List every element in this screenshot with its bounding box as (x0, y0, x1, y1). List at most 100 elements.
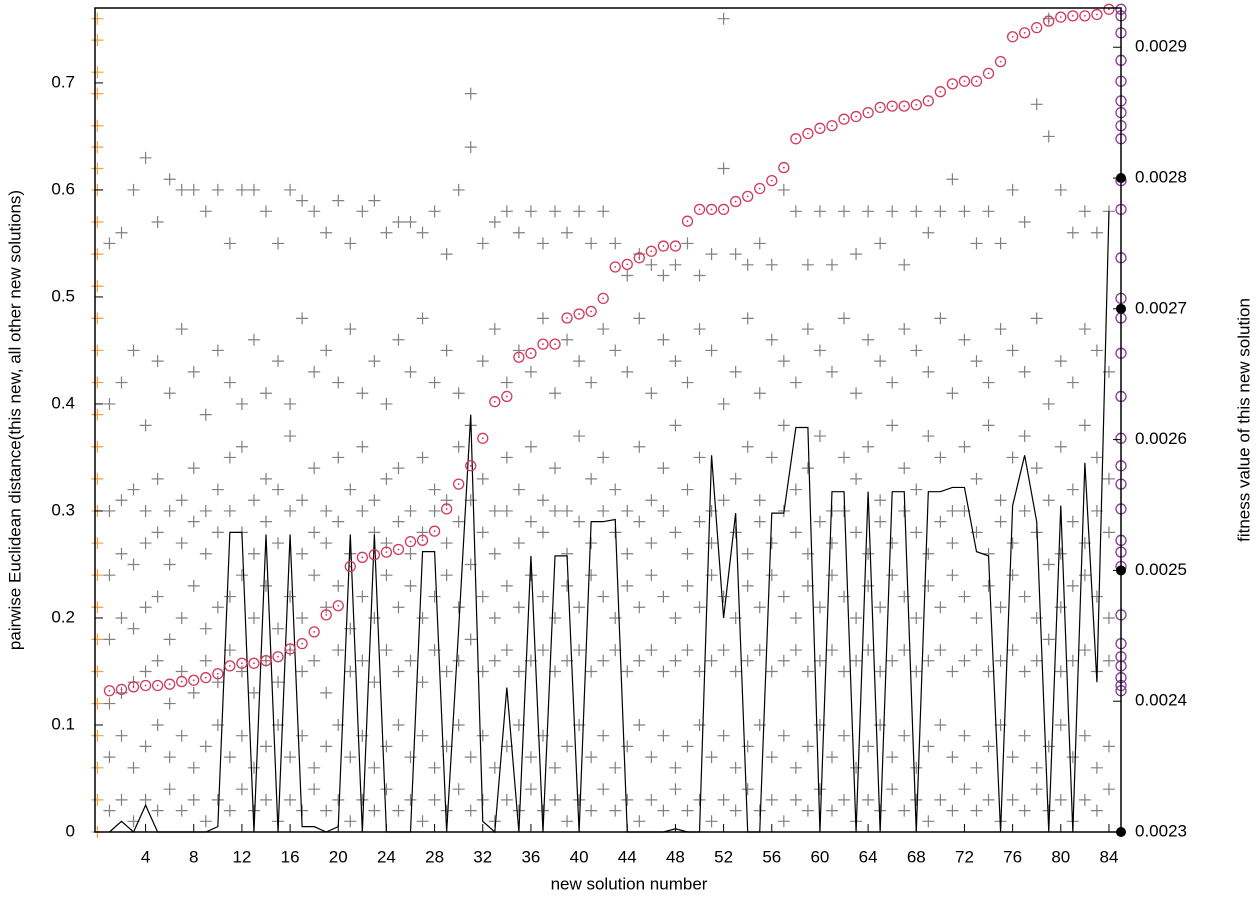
marker-part (843, 118, 845, 121)
plus-marker (946, 537, 959, 550)
fitness-marker (1055, 11, 1067, 23)
plus-marker (741, 258, 754, 271)
plus-marker (91, 633, 104, 646)
marker-part (453, 478, 465, 490)
y2-tick-label: 0.0028 (1135, 168, 1187, 187)
plus-marker (235, 183, 248, 196)
plus-marker (934, 601, 947, 614)
plus-marker (765, 451, 778, 464)
marker-part (927, 99, 930, 102)
plus-marker (1018, 804, 1031, 817)
plus-marker (609, 483, 622, 496)
plus-marker (175, 537, 188, 550)
plus-marker (717, 494, 730, 507)
plus-marker (272, 237, 285, 250)
plus-marker (825, 751, 838, 764)
plus-marker (633, 718, 646, 731)
plus-marker (139, 537, 152, 550)
plus-marker (452, 718, 465, 731)
plus-marker (235, 569, 248, 582)
plus-marker (825, 537, 838, 550)
plus-marker (211, 793, 224, 806)
plus-marker (549, 793, 562, 806)
plus-marker (633, 815, 646, 828)
plus-marker (344, 665, 357, 678)
plus-marker (211, 483, 224, 496)
x-tick-label: 44 (618, 847, 637, 866)
plus-marker (163, 387, 176, 400)
plus-marker (187, 793, 200, 806)
plus-marker (850, 387, 863, 400)
plus-marker (332, 793, 345, 806)
plus-marker (789, 793, 802, 806)
x-tick-label: 12 (232, 847, 251, 866)
plus-marker (91, 87, 104, 100)
fitness-marker (477, 432, 489, 444)
plus-marker (223, 804, 236, 817)
plus-marker (91, 119, 104, 132)
plus-marker (994, 601, 1007, 614)
plus-marker (874, 494, 887, 507)
plus-marker (1066, 579, 1079, 592)
plus-marker (320, 740, 333, 753)
plus-marker (1054, 355, 1067, 368)
y-tick-label: 0 (66, 821, 75, 840)
plus-marker (272, 483, 285, 496)
marker-part (120, 688, 123, 691)
plus-marker (416, 451, 429, 464)
plus-marker (1030, 462, 1043, 475)
plus-marker (296, 194, 309, 207)
plus-marker (488, 611, 501, 624)
marker-part (445, 508, 448, 510)
plus-marker (994, 515, 1007, 528)
plus-marker (428, 504, 441, 517)
marker-part (1047, 20, 1050, 22)
plus-marker (825, 258, 838, 271)
plus-marker (1090, 761, 1103, 774)
plus-marker (452, 783, 465, 796)
marker-part (1091, 8, 1103, 21)
plus-marker (272, 676, 285, 689)
marker-part (746, 195, 749, 198)
plus-marker (368, 494, 381, 507)
plus-marker (669, 419, 682, 432)
fitness-marker (344, 560, 356, 573)
plus-marker (536, 590, 549, 603)
plus-marker (982, 740, 995, 753)
x-tick-label: 16 (281, 847, 300, 866)
y-tick-label: 0.2 (51, 607, 75, 626)
plus-marker (356, 654, 369, 667)
plus-marker (151, 216, 164, 229)
plus-marker (91, 12, 104, 25)
plus-marker (115, 611, 128, 624)
fitness-marker (693, 203, 706, 216)
fitness-marker (717, 203, 730, 216)
plus-marker (488, 547, 501, 560)
marker-part (289, 647, 291, 650)
plus-marker (838, 665, 851, 678)
fitness-marker (597, 292, 609, 305)
plus-marker (404, 504, 417, 517)
plus-marker (669, 258, 682, 271)
plus-marker (946, 569, 959, 582)
plus-marker (524, 783, 537, 796)
plus-marker (151, 526, 164, 539)
x-tick-label: 8 (189, 847, 198, 866)
fitness-marker (826, 120, 838, 132)
marker-part (994, 55, 1007, 68)
plus-marker (476, 472, 489, 485)
plus-marker (693, 323, 706, 336)
plus-marker (247, 761, 260, 774)
plus-marker (573, 601, 586, 614)
marker-part (200, 672, 212, 684)
plus-marker (657, 462, 670, 475)
plus-marker (91, 34, 104, 47)
plus-marker (392, 333, 405, 346)
plus-marker (296, 312, 309, 325)
marker-part (826, 120, 838, 132)
plus-marker (946, 804, 959, 817)
marker-part (241, 662, 243, 665)
plus-marker (886, 205, 899, 218)
plus-marker (729, 472, 742, 485)
marker-part (958, 75, 971, 87)
